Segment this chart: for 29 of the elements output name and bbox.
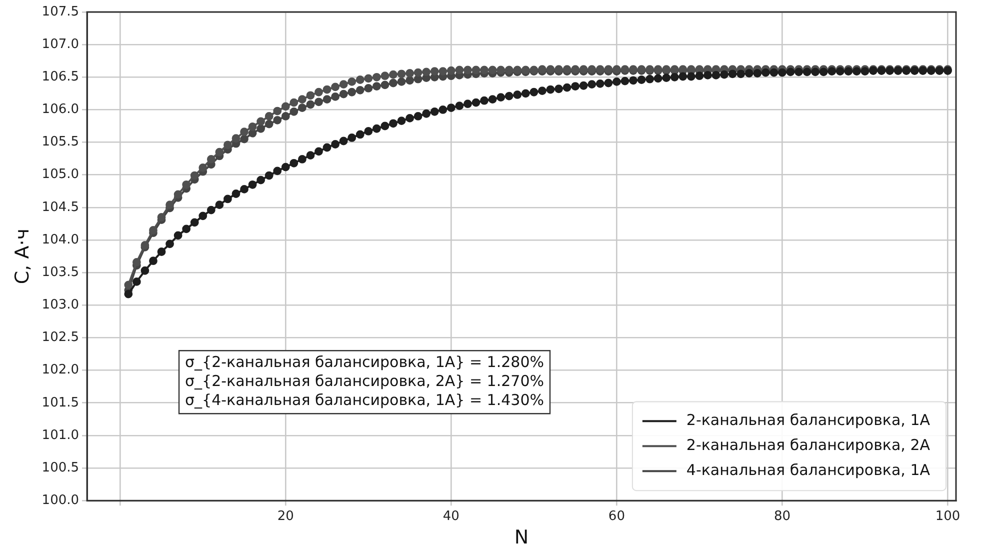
y-tick-label: 106.5	[42, 70, 80, 85]
y-tick-label: 101.0	[42, 428, 80, 443]
legend-label: 2-канальная балансировка, 1А	[686, 410, 931, 429]
x-tick-label: 80	[774, 508, 790, 524]
y-tick-label: 101.5	[42, 395, 80, 410]
y-tick-label: 102.0	[42, 362, 80, 378]
x-tick-label: 40	[442, 508, 460, 524]
y-tick-label: 104.5	[42, 200, 80, 215]
y-tick-label: 103.0	[42, 298, 80, 313]
y-tick-label: 102.5	[42, 330, 80, 346]
x-tick-label: 60	[608, 508, 625, 524]
y-tick-label: 107.0	[42, 36, 80, 52]
y-tick-label: 105.0	[42, 167, 80, 182]
x-tick-label: 100	[935, 508, 960, 524]
annotation: σ_{2-канальная балансировка, 1А} = 1.280%	[185, 352, 544, 371]
x-tick-label: 20	[277, 508, 294, 524]
legend-label: 4-канальная балансировка, 1А	[686, 460, 931, 479]
y-tick-label: 106.0	[42, 102, 80, 118]
y-tick-label: 104.0	[42, 232, 80, 248]
annotation: σ_{2-канальная балансировка, 2А} = 1.270%	[185, 372, 544, 390]
y-tick-label: 100.5	[42, 460, 80, 476]
y-tick-label: 100.0	[42, 492, 80, 508]
y-tick-label: 103.5	[42, 264, 80, 280]
legend-label: 2-канальная балансировка, 2А	[686, 436, 931, 454]
x-axis-title: N	[514, 526, 529, 549]
y-tick-label: 107.5	[42, 4, 80, 20]
y-tick-label: 105.5	[42, 134, 80, 150]
y-axis-title: C, А·ч	[11, 228, 34, 284]
annotation: σ_{4-канальная балансировка, 1А} = 1.430%	[185, 390, 544, 409]
